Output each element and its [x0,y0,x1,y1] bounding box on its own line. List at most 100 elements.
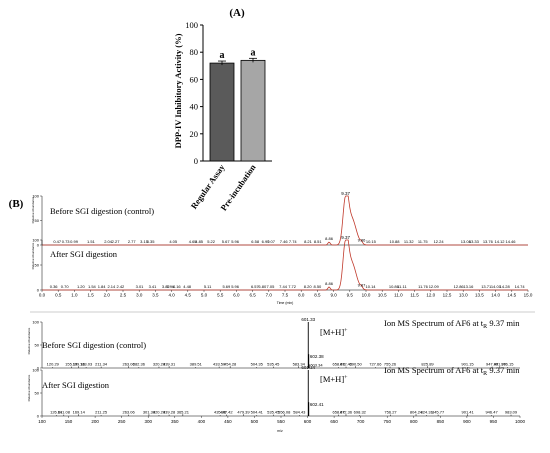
spectrum-x-tick-label: 700 [357,419,365,424]
spectrum-peak-label: 804.24 [410,410,423,415]
chromatogram-peak-label: 3.82 [162,284,171,289]
chromatogram-1-label: Before SGI digestion (control) [50,206,154,216]
spectrum-peak-label: 584.43 [293,410,306,415]
bar-y-tick-label: 100 [185,20,198,30]
chromatogram-peak-label: 13.33 [469,239,480,244]
spectrum-1-title-sub: R [483,324,487,330]
spectrum-y-tick-label: 0 [37,366,40,371]
chromatogram-2-y-title: Relative Abundance [31,242,35,269]
spectrum-peak-label: 479.39 [237,410,250,415]
spectrum-1-ion-text: [M+H] [320,327,344,337]
spectrum-peak-label: 141.08 [58,410,71,415]
chromatogram-peak-label: 14.28 [500,284,511,289]
chromatogram-x-tick-label: 11.0 [394,293,403,298]
chromatogram-peak-label: 4.16 [173,284,182,289]
chromatogram-x-tick-label: 14.5 [507,293,516,298]
chromatogram-peak-label: 11.75 [418,239,428,244]
bar [240,59,266,162]
chromatogram-after-peak-label: 9.86 [358,238,367,243]
chromatogram-small-peak-label: 8.86 [325,281,334,286]
chromatogram-x-tick-label: 8.0 [298,293,305,298]
spectrum-peak-label: 690.50 [350,362,363,367]
spectrum-peak-label: 447.42 [220,410,233,415]
chromatogram-peak-label: 7.05 [267,284,276,289]
spectrum-y-tick-label: 50 [35,343,40,348]
chromatogram-peak-label: 1.20 [77,284,86,289]
spectrum-1-y-title: Relative Abundance [27,327,31,354]
chromatogram-peak-label: 1.51 [87,239,96,244]
chromatogram-1-y-title: Relative Abundance [31,196,35,223]
chromatogram-x-tick-label: 1.5 [87,293,94,298]
spectrum-peak-label: 183.03 [80,362,93,367]
spectrum-2-ion-text: [M+H] [320,374,344,384]
chromatogram-peak-label: 6.90 [262,239,271,244]
chromatogram-x-tick-label: 10.5 [378,293,387,298]
spectrum-peak-label: 120.29 [47,362,60,367]
chromatogram-y-tick-label: 100 [32,194,39,199]
chromatogram-peak-label: 11.32 [404,239,414,244]
chromatogram-peak-label: 8.51 [314,239,323,244]
spectrum-1-label: Before SGI digestion (control) [42,340,146,350]
chromatogram-x-tick-label: 5.5 [217,293,224,298]
chromatogram-x-tick-label: 2.0 [104,293,111,298]
chromatogram-peak-label: 4.48 [183,284,192,289]
spectrum-2-ion-label: [M+H]+ [320,374,348,384]
chromatogram-trace [42,239,528,291]
spectrum-y-tick-label: 0 [37,414,40,419]
chromatogram-x-tick-label: 15.0 [524,293,533,298]
spectrum-peak-label: 282.36 [133,362,146,367]
chromatogram-x-tick-label: 13.0 [459,293,468,298]
chromatogram-peak-label: 0.99 [70,239,79,244]
spectrum-secondary-peak-label: 602.41 [310,402,324,407]
spectrum-peak-label: 211.34 [95,362,108,367]
spectrum-2-title-suffix: 9.37 min [487,365,520,375]
spectrum-peak-label: 535.45 [267,410,280,415]
spectrum-peak-label: 983.09 [505,410,518,415]
chromatogram-x-tick-label: 8.5 [314,293,321,298]
chromatogram-peak-label: 12.09 [429,284,440,289]
chromatogram-peak-label: 14.74 [515,284,526,289]
chromatogram-peak-label: 1.54 [88,284,97,289]
spectrum-1-title: Ion MS Spectrum of AF6 at tR 9.37 min [384,318,520,330]
spectrum-peak-label: 658.47 [332,410,345,415]
chromatogram-x-tick-label: 6.5 [249,293,256,298]
chromatogram-peak-label: 3.01 [136,284,145,289]
chromatogram-peak-label: 11.76 [418,284,428,289]
chromatogram-peak-label: 4.85 [195,239,204,244]
bar-y-tick-label: 0 [194,156,198,166]
spectrum-peak-label: 845.77 [432,410,445,415]
chromatogram-peak-label: 13.16 [463,284,474,289]
chromatograms: Before SGI digestion (control) After SGI… [31,191,533,305]
chromatogram-peak-label: 5.96 [231,284,240,289]
bar-y-tick-label: 80 [190,47,199,57]
chromatogram-peak-label: 7.72 [288,284,297,289]
chromatogram-peak-label: 13.71 [481,284,492,289]
spectrum-x-tick-label: 650 [330,419,338,424]
chromatogram-peak-label: 0.47 [53,239,62,244]
spectrum-peak-label: 365.21 [177,410,190,415]
bar [209,62,235,162]
spectrum-peak-label: 901.15 [461,362,474,367]
spectrum-y-tick-label: 50 [35,391,40,396]
spectrum-x-tick-label: 850 [437,419,445,424]
chromatogram-peak-label: 5.67 [222,239,231,244]
chromatogram-peak-label: 2.42 [117,284,126,289]
chromatogram-x-tick-label: 3.0 [136,293,143,298]
spectrum-peak-label: 535.45 [267,362,280,367]
spectrum-peak-label: 556.08 [278,410,291,415]
spectrum-x-tick-label: 150 [65,419,73,424]
chromatogram-peak-label: 6.80 [258,284,267,289]
spectrum-peak-label: 824.31 [421,410,434,415]
chromatogram-main-peak-label: 9.37 [341,191,350,196]
chromatogram-peak-label: 3.35 [147,239,156,244]
chromatogram-x-tick-label: 14.0 [491,293,500,298]
chromatogram-y-tick-label: 50 [35,263,40,268]
spectrum-peak-label: 339.28 [163,410,176,415]
spectrum-peak-label: 389.51 [190,362,203,367]
chromatogram-x-tick-label: 5.0 [201,293,208,298]
chromatogram-y-tick-label: 0 [37,243,40,248]
spectrum-2-y-title: Relative Abundance [27,374,31,401]
spectrum-peak-label: 672.36 [340,410,353,415]
spectrum-secondary-peak-label: 602.38 [310,354,324,359]
